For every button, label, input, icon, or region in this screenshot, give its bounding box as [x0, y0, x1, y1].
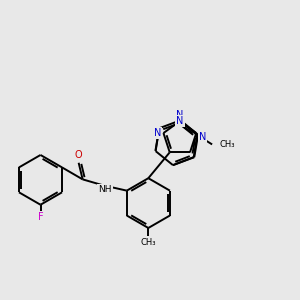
Text: NH: NH: [98, 185, 112, 194]
Text: N: N: [176, 110, 184, 120]
Text: N: N: [199, 132, 206, 142]
Text: N: N: [154, 128, 161, 138]
Text: CH₃: CH₃: [141, 238, 156, 247]
Text: N: N: [176, 116, 184, 126]
Text: F: F: [38, 212, 43, 222]
Text: CH₃: CH₃: [219, 140, 235, 149]
Text: O: O: [75, 151, 83, 160]
